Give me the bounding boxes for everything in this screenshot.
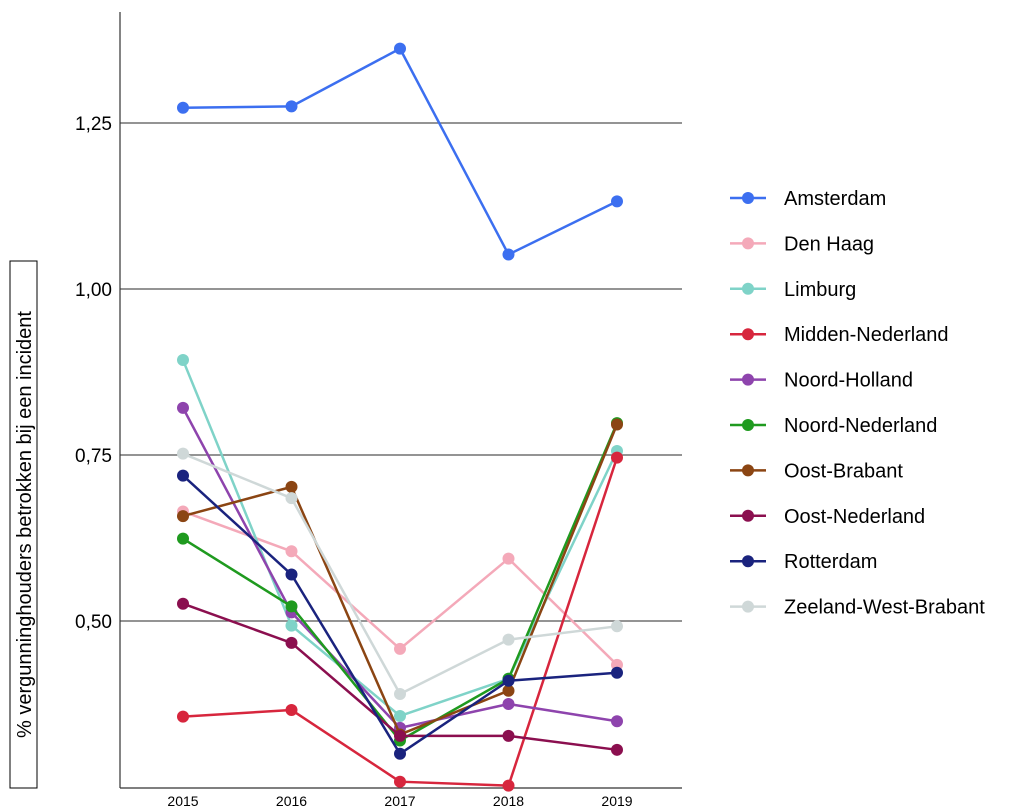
axes: 0,50 0,75 1,00 1,25 2015 2016 2017 2018 2019 <box>75 12 682 809</box>
legend-swatch-marker <box>742 509 754 522</box>
data-point <box>611 666 623 679</box>
data-point <box>177 710 189 723</box>
data-point <box>502 779 515 792</box>
data-point <box>394 642 406 655</box>
legend-swatch-marker <box>742 600 754 613</box>
data-point <box>394 42 406 55</box>
legend-label: Zeeland-West-Brabant <box>784 597 985 619</box>
data-point <box>611 715 623 728</box>
data-point <box>611 418 623 431</box>
data-point <box>502 552 515 565</box>
data-point <box>285 480 298 493</box>
legend-swatch-marker <box>742 328 754 341</box>
legend-item: Midden-Nederland <box>730 324 949 346</box>
y-tick-label: 1,00 <box>75 280 112 301</box>
series-midden-nederland <box>177 451 623 792</box>
data-point <box>177 510 189 523</box>
legend: Amsterdam Den Haag Limburg Midden-Nederland… <box>730 188 985 619</box>
series-zeeland-west-brabant <box>177 447 623 701</box>
data-point <box>611 195 623 208</box>
x-tick-label: 2017 <box>384 793 415 809</box>
series-line <box>181 359 619 718</box>
data-point <box>611 451 623 464</box>
legend-swatch-marker <box>742 373 754 386</box>
data-point <box>285 600 298 613</box>
legend-swatch-marker <box>742 237 754 250</box>
x-tick-label: 2019 <box>601 793 632 809</box>
legend-swatch-marker <box>742 192 754 204</box>
legend-item: Rotterdam <box>730 551 877 573</box>
x-tick-label: 2016 <box>276 793 307 809</box>
y-axis-title: % vergunninghouders betrokken bij een in… <box>14 311 36 738</box>
legend-swatch-marker <box>742 555 754 568</box>
data-point <box>502 633 515 646</box>
data-point <box>394 729 406 742</box>
data-point <box>502 248 515 261</box>
gridlines <box>120 122 682 622</box>
data-point <box>285 703 298 716</box>
data-point <box>394 688 406 701</box>
data-point <box>502 674 515 687</box>
legend-item: Oost-Brabant <box>730 460 903 482</box>
data-point <box>285 568 298 581</box>
legend-label: Rotterdam <box>784 551 877 573</box>
legend-label: Amsterdam <box>784 188 886 210</box>
y-tick-label: 0,50 <box>75 612 112 633</box>
data-point <box>394 747 406 760</box>
data-point <box>177 597 189 610</box>
data-point <box>611 743 623 756</box>
series-line <box>181 407 618 730</box>
y-tick-label: 0,75 <box>75 446 112 467</box>
series-oost-nederland <box>177 597 623 756</box>
legend-item: Zeeland-West-Brabant <box>730 597 985 619</box>
series-line <box>182 47 618 256</box>
legend-swatch-marker <box>742 282 754 295</box>
legend-label: Noord-Nederland <box>784 415 937 437</box>
data-point <box>611 620 623 633</box>
data-point <box>285 100 298 113</box>
series-lines <box>177 42 623 792</box>
legend-item: Noord-Holland <box>730 370 913 392</box>
data-point <box>394 775 406 788</box>
data-point <box>177 101 189 114</box>
series-limburg <box>177 354 623 722</box>
data-point <box>394 709 406 722</box>
legend-item: Noord-Nederland <box>730 415 937 437</box>
data-point <box>502 729 515 742</box>
data-point <box>177 447 189 460</box>
legend-label: Den Haag <box>784 233 874 255</box>
series-rotterdam <box>177 469 623 760</box>
legend-swatch-marker <box>742 419 754 431</box>
x-tick-label: 2015 <box>167 793 198 809</box>
legend-label: Noord-Holland <box>784 370 913 392</box>
x-tick-label: 2018 <box>493 793 524 809</box>
legend-item: Oost-Nederland <box>730 506 925 528</box>
legend-label: Oost-Brabant <box>784 460 903 482</box>
series-amsterdam <box>177 42 623 261</box>
data-point <box>502 684 515 697</box>
legend-swatch-marker <box>742 464 754 477</box>
data-point <box>177 469 189 482</box>
data-point <box>177 532 189 545</box>
data-point <box>177 354 189 367</box>
y-tick-label: 1,25 <box>75 114 112 135</box>
legend-item: Amsterdam <box>730 188 886 210</box>
legend-item: Den Haag <box>730 233 874 255</box>
legend-item: Limburg <box>730 279 856 301</box>
data-point <box>285 545 298 558</box>
data-point <box>502 698 515 710</box>
data-point <box>285 619 298 632</box>
legend-label: Limburg <box>784 279 856 301</box>
legend-label: Midden-Nederland <box>784 324 949 346</box>
y-axis-title-box <box>9 260 38 789</box>
data-point <box>285 636 298 649</box>
y-axis-title-group: % vergunninghouders betrokken bij een in… <box>9 260 38 789</box>
data-point <box>285 492 298 505</box>
data-point <box>177 401 189 414</box>
legend-label: Oost-Nederland <box>784 506 925 528</box>
